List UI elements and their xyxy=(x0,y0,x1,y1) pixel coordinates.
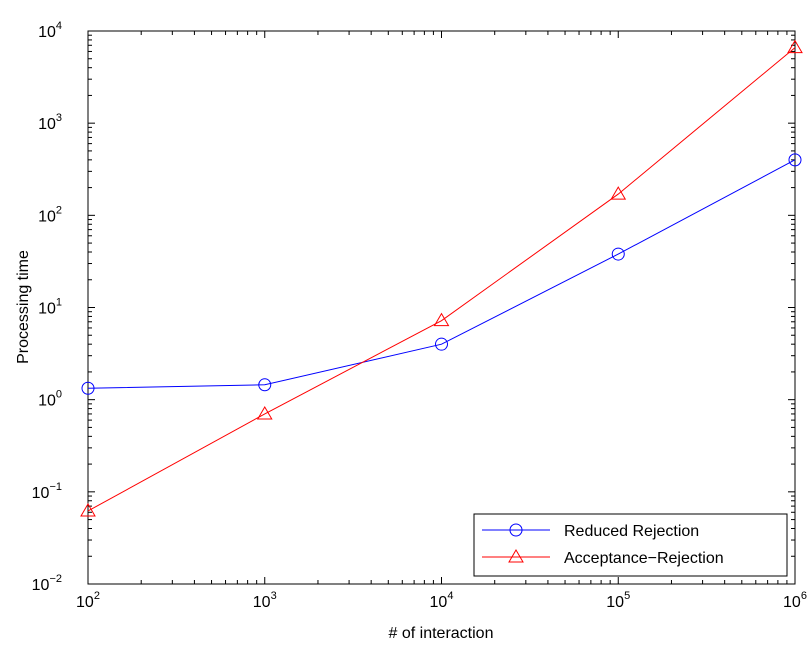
data-point-acceptance-rejection xyxy=(433,312,450,327)
y-tick-label: 10−2 xyxy=(32,573,62,594)
series-layer xyxy=(80,39,803,517)
y-axis-label: Processing time xyxy=(15,250,32,364)
y-tick-label: 102 xyxy=(38,204,62,225)
axis-ticks xyxy=(87,30,796,585)
legend: Reduced Rejection Acceptance−Rejection xyxy=(473,513,788,577)
y-tick-label: 10−1 xyxy=(32,481,62,502)
x-tick-label: 104 xyxy=(430,590,454,611)
data-point-reduced-rejection xyxy=(435,337,448,351)
legend-box xyxy=(473,513,788,577)
data-point-acceptance-rejection xyxy=(610,186,627,200)
legend-label-reduced-rejection: Reduced Rejection xyxy=(564,523,699,540)
y-tick-label: 101 xyxy=(38,297,62,318)
data-point-acceptance-rejection xyxy=(787,39,803,54)
data-point-acceptance-rejection xyxy=(256,405,273,420)
legend-label-acceptance-rejection: Acceptance−Rejection xyxy=(564,550,724,567)
x-tick-label: 105 xyxy=(606,590,630,611)
legend-marker-reduced-rejection xyxy=(509,523,523,537)
x-tick-label: 106 xyxy=(783,590,807,611)
x-axis-label: # of interaction xyxy=(389,625,494,642)
series-line-reduced-rejection xyxy=(87,159,796,389)
y-tick-label: 100 xyxy=(38,389,62,410)
data-point-reduced-rejection xyxy=(81,381,95,395)
x-tick-label: 103 xyxy=(253,590,277,611)
x-tick-label: 102 xyxy=(76,590,100,611)
y-tick-label: 104 xyxy=(38,20,62,41)
plot-area xyxy=(87,30,796,585)
data-point-reduced-rejection xyxy=(258,378,272,392)
y-tick-labels: 10−2 10−1 100 101 102 103 104 xyxy=(32,20,62,594)
y-tick-label: 103 xyxy=(38,112,62,133)
data-point-acceptance-rejection xyxy=(80,502,96,517)
data-point-reduced-rejection xyxy=(788,153,802,167)
data-point-reduced-rejection xyxy=(611,247,625,261)
series-line-acceptance-rejection xyxy=(87,47,796,512)
legend-marker-acceptance-rejection xyxy=(508,549,524,563)
x-tick-labels: 102 103 104 105 106 xyxy=(76,590,807,611)
